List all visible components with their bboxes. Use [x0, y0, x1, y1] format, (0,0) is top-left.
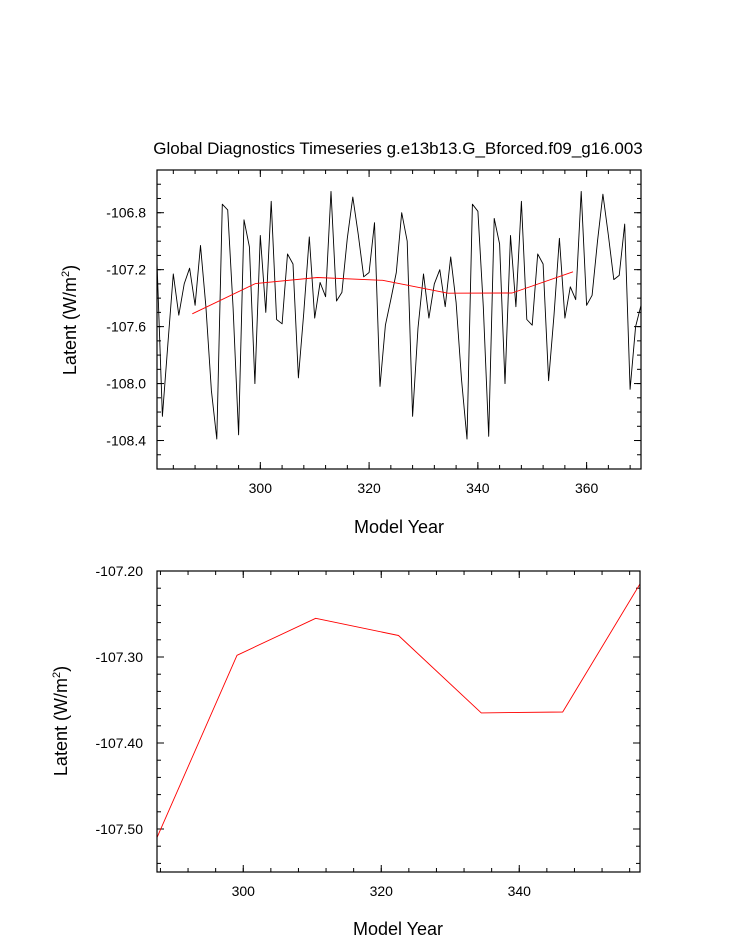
y-tick-label: -107.2 [106, 262, 146, 278]
y-tick-label: -107.30 [96, 649, 144, 665]
y-axis-label: Latent (W/m2) [51, 666, 71, 776]
chart-title: Global Diagnostics Timeseries g.e13b13.G… [153, 139, 643, 158]
y-tick-label: -108.4 [106, 433, 146, 449]
y-tick-label: -107.20 [96, 563, 144, 579]
x-tick-label: 360 [575, 480, 599, 496]
series-line-smoothed [156, 583, 641, 838]
top-panel: Global Diagnostics Timeseries g.e13b13.G… [60, 139, 643, 537]
y-tick-label: -106.8 [106, 205, 146, 221]
series-line-annual [156, 190, 642, 440]
bottom-panel: 300 320 340 -107.20 -107.30 -107.40 -107.50 Mo… [51, 563, 641, 939]
x-axis-label: Model Year [354, 517, 444, 537]
x-tick-label: 300 [249, 480, 273, 496]
series-line-smoothed [192, 271, 574, 315]
x-tick-label: 320 [357, 480, 381, 496]
x-tick-label: 340 [508, 883, 532, 899]
x-axis-label: Model Year [353, 919, 443, 939]
plot-frame [156, 169, 642, 470]
y-tick-label: -107.40 [96, 735, 144, 751]
x-tick-label: 300 [232, 883, 256, 899]
y-tick-label: -108.0 [106, 376, 146, 392]
plot-frame [156, 570, 641, 873]
y-axis-label: Latent (W/m2) [60, 265, 80, 375]
y-tick-label: -107.6 [106, 319, 146, 335]
x-tick-label: 340 [466, 480, 490, 496]
x-tick-label: 320 [370, 883, 394, 899]
y-tick-label: -107.50 [96, 821, 144, 837]
